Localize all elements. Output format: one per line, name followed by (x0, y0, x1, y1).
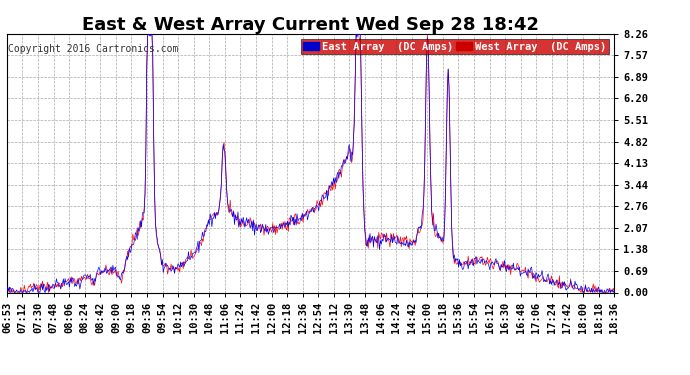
Legend: East Array  (DC Amps), West Array  (DC Amps): East Array (DC Amps), West Array (DC Amp… (301, 39, 609, 54)
Title: East & West Array Current Wed Sep 28 18:42: East & West Array Current Wed Sep 28 18:… (82, 16, 539, 34)
Text: Copyright 2016 Cartronics.com: Copyright 2016 Cartronics.com (8, 44, 179, 54)
